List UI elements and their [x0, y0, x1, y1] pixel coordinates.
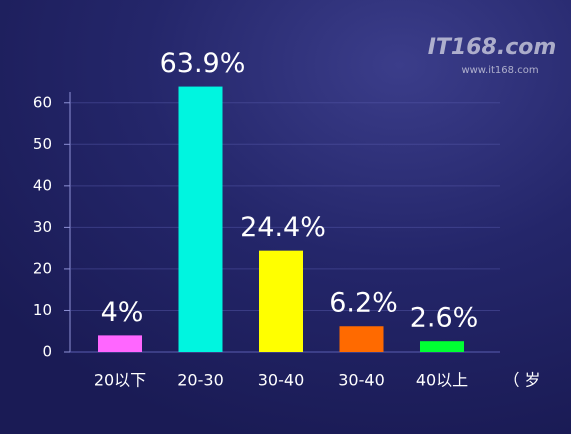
value-label: 24.4% [240, 212, 326, 243]
y-tick-label: 30 [33, 218, 52, 236]
y-tick-label: 40 [33, 176, 52, 194]
x-axis-label: （ 岁 [503, 371, 540, 390]
value-label: 4% [101, 297, 144, 328]
bar [178, 86, 223, 353]
y-tick-label: 50 [33, 135, 52, 153]
x-tick-label: 20以下 [94, 371, 146, 390]
watermark-url: www.it168.com [461, 65, 538, 76]
value-label: 2.6% [410, 303, 479, 334]
x-tick-label: 30-40 [258, 371, 305, 390]
value-label: 6.2% [329, 288, 398, 319]
value-label: 63.9% [160, 48, 246, 79]
bar [420, 341, 464, 352]
bar [259, 250, 303, 352]
bar [98, 335, 142, 352]
x-tick-label: 30-40 [338, 371, 385, 390]
x-tick-label: 20-30 [177, 371, 224, 390]
y-tick-label: 10 [33, 301, 52, 319]
y-tick-label: 60 [33, 93, 52, 111]
y-tick-label: 20 [33, 259, 52, 277]
bar [339, 326, 384, 352]
y-tick-label: 0 [42, 343, 52, 361]
watermark: IT168.com [428, 35, 557, 60]
x-tick-label: 40以上 [416, 371, 468, 390]
